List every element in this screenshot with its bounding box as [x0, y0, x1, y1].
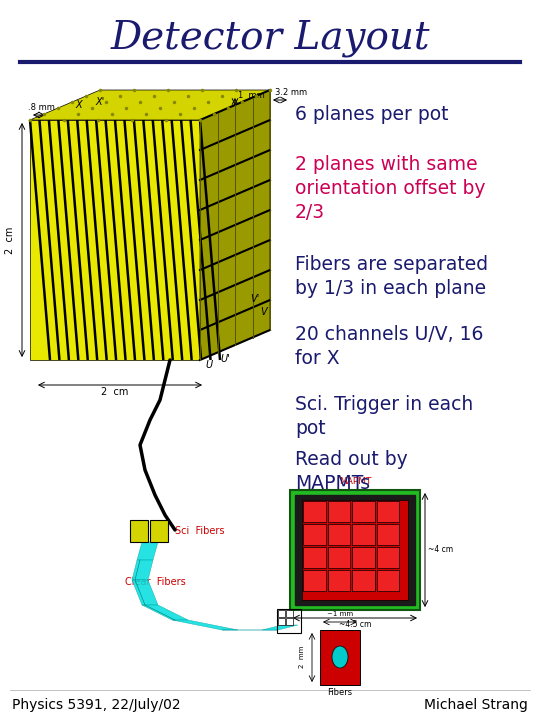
Bar — [376, 570, 399, 591]
Bar — [278, 610, 285, 617]
Text: U': U' — [220, 354, 229, 364]
Bar — [303, 524, 326, 545]
Text: Sci  Fibers: Sci Fibers — [175, 526, 225, 536]
Text: U: U — [205, 360, 212, 370]
Text: Physics 5391, 22/July/02: Physics 5391, 22/July/02 — [12, 698, 180, 712]
Bar — [290, 490, 420, 610]
Bar — [327, 501, 350, 522]
Text: Michael Strang: Michael Strang — [424, 698, 528, 712]
Bar — [376, 501, 399, 522]
Bar — [376, 524, 399, 545]
Polygon shape — [200, 90, 270, 360]
Bar — [295, 495, 415, 605]
Text: ~1 mm: ~1 mm — [327, 611, 353, 617]
Bar — [286, 618, 293, 625]
Text: Clear  Fibers: Clear Fibers — [125, 577, 186, 587]
Text: Fibers: Fibers — [327, 688, 353, 697]
Text: X': X' — [95, 97, 104, 107]
Polygon shape — [30, 120, 200, 360]
Bar — [327, 570, 350, 591]
Text: 3.2 mm: 3.2 mm — [275, 88, 307, 97]
Text: 20 channels U/V, 16
for X: 20 channels U/V, 16 for X — [295, 325, 483, 368]
Polygon shape — [132, 560, 153, 580]
Text: 2 planes with same
orientation offset by
2/3: 2 planes with same orientation offset by… — [295, 155, 485, 222]
Text: ~4.5 cm: ~4.5 cm — [339, 620, 371, 629]
Bar — [327, 524, 350, 545]
Text: .8 mm: .8 mm — [28, 104, 55, 112]
Text: X: X — [75, 100, 82, 110]
Polygon shape — [137, 542, 158, 560]
Polygon shape — [262, 625, 298, 630]
Bar — [352, 570, 375, 591]
Polygon shape — [30, 90, 270, 120]
Bar — [376, 547, 399, 568]
Bar — [286, 610, 293, 617]
Bar — [303, 547, 326, 568]
Text: 6 planes per pot: 6 planes per pot — [295, 105, 449, 124]
Bar — [302, 500, 408, 600]
Text: 2  cm: 2 cm — [102, 387, 129, 397]
Bar — [352, 501, 375, 522]
Bar — [352, 524, 375, 545]
Polygon shape — [132, 580, 158, 605]
Ellipse shape — [332, 646, 348, 668]
Polygon shape — [142, 605, 188, 620]
Text: Detector Layout: Detector Layout — [110, 19, 430, 57]
Bar — [278, 618, 285, 625]
Text: 1  mm: 1 mm — [238, 91, 265, 100]
Text: Read out by
MAPMTs: Read out by MAPMTs — [295, 450, 408, 493]
Text: V: V — [260, 307, 267, 317]
Polygon shape — [172, 620, 238, 630]
Bar — [303, 501, 326, 522]
Bar — [327, 547, 350, 568]
Bar — [352, 547, 375, 568]
Text: ~4 cm: ~4 cm — [428, 546, 453, 554]
Bar — [277, 609, 301, 633]
Text: Sci. Trigger in each
pot: Sci. Trigger in each pot — [295, 395, 473, 438]
Text: V': V' — [250, 294, 259, 304]
Bar — [303, 570, 326, 591]
Text: Fibers are separated
by 1/3 in each plane: Fibers are separated by 1/3 in each plan… — [295, 255, 488, 298]
Text: MAPMT: MAPMT — [339, 477, 371, 487]
Text: 2  mm: 2 mm — [299, 646, 305, 668]
Bar — [150, 520, 168, 542]
Bar — [320, 630, 360, 685]
Bar — [130, 520, 148, 542]
Text: 2  cm: 2 cm — [5, 226, 15, 253]
